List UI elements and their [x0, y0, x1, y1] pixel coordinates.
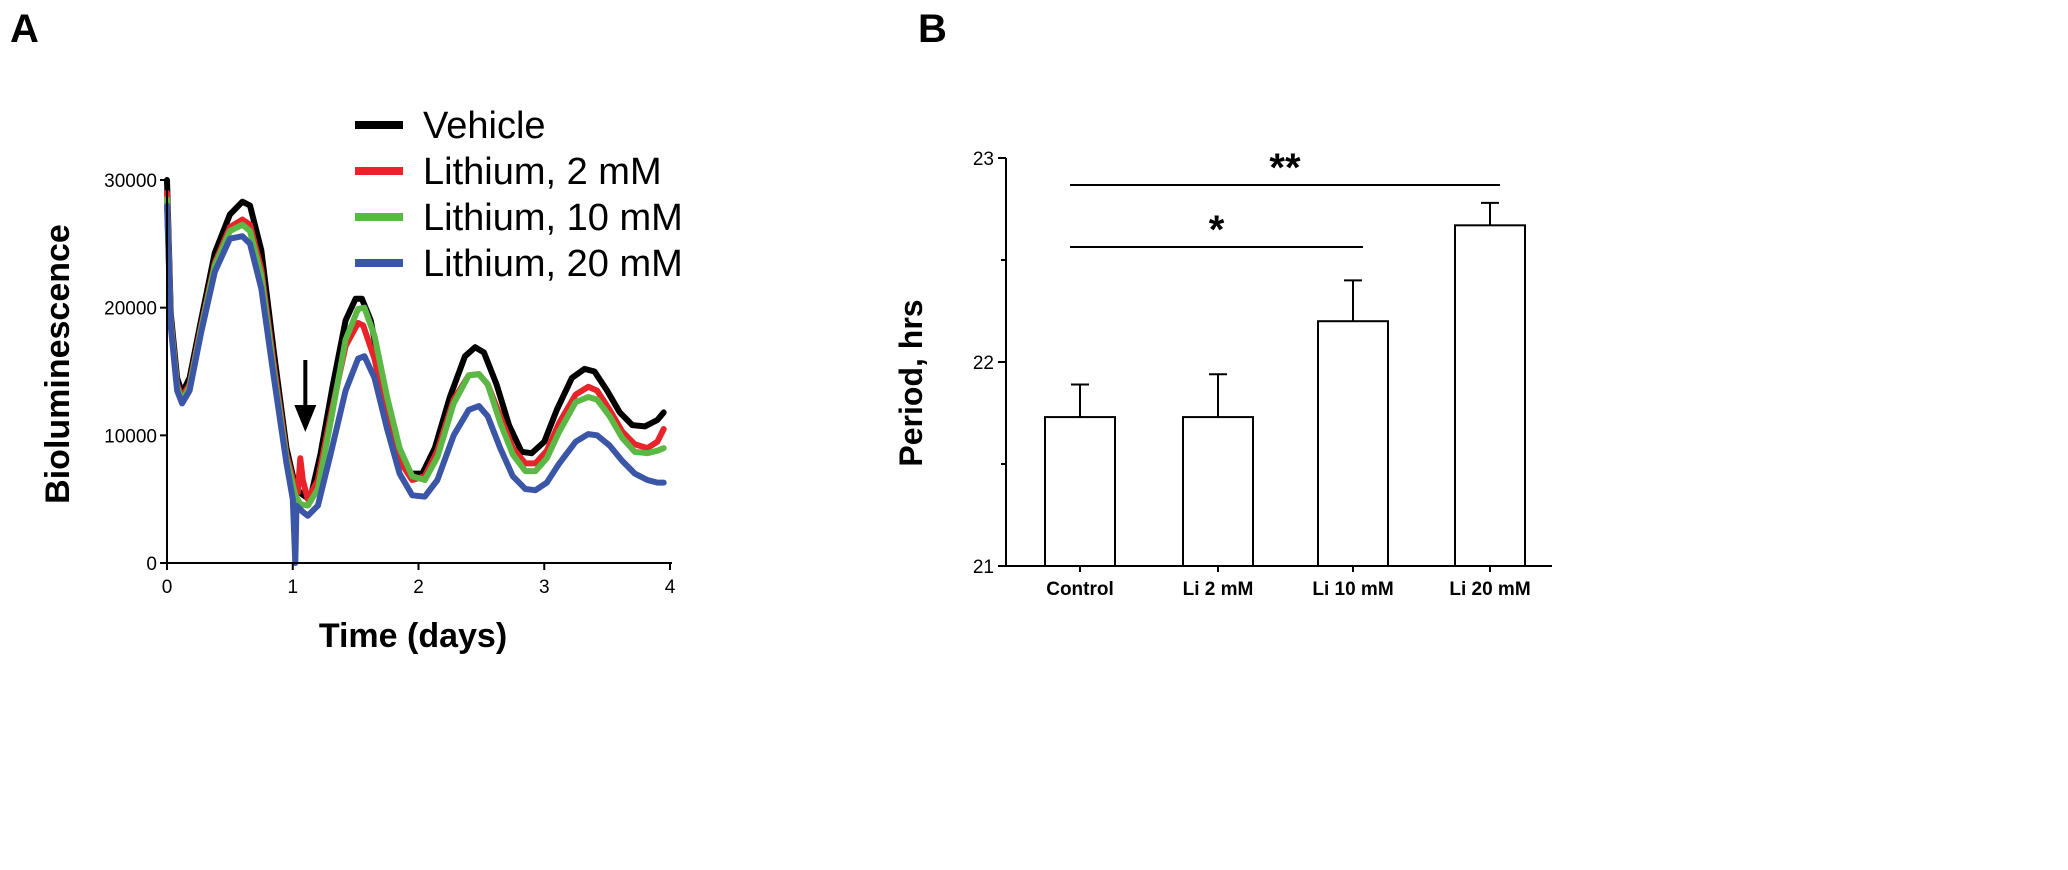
panel-b-significance: *** [1070, 146, 1500, 252]
legend-label-lithium-10-mm: Lithium, 10 mM [423, 197, 683, 239]
panel-a-y-axis-title: Bioluminescence [39, 224, 77, 504]
panel-b-bars: Control Li 2 mM Li 10 mM Li 20 mM [1044, 201, 1531, 600]
panel-a-ticks: 0 1 2 3 4 0 10000 20000 30000 [104, 171, 676, 598]
y-tick-label: 21 [973, 557, 994, 578]
y-tick-label: 0 [146, 554, 157, 575]
x-tick-label: 3 [539, 577, 550, 598]
legend-label-lithium-20-mm: Lithium, 20 mM [423, 243, 683, 285]
x-tick-label: 2 [413, 577, 424, 598]
y-tick-label: 22 [973, 353, 994, 374]
category-label-control: Control [1046, 579, 1114, 600]
panel-a-arrow-annotation [294, 360, 317, 432]
arrow-head [294, 405, 317, 432]
legend-label-lithium-2-mm: Lithium, 2 mM [423, 151, 662, 193]
bar-li-20-mm [1454, 224, 1526, 567]
panel-b-ticks: 21 22 23 [973, 149, 1491, 578]
panel-b-label: B [918, 7, 947, 51]
x-tick-label: 0 [162, 577, 173, 598]
bar-li-10-mm [1317, 320, 1389, 568]
y-tick-label: 10000 [104, 426, 157, 447]
series-line-lithium-10-mm [164, 196, 667, 509]
series-line-lithium-20-mm [164, 202, 667, 566]
panel-a-label: A [10, 7, 39, 51]
category-label-li-2-mm: Li 2 mM [1183, 579, 1254, 600]
panel-a-x-axis-title: Time (days) [319, 617, 507, 655]
category-label-li-10-mm: Li 10 mM [1312, 579, 1393, 600]
panel-b-y-axis-title: Period, hrs [893, 299, 929, 466]
x-tick-label: 1 [287, 577, 298, 598]
bar-li-2-mm [1182, 416, 1254, 567]
y-tick-label: 20000 [104, 299, 157, 320]
panel-a-series-lines [164, 177, 667, 566]
panel-b: B Control Li 2 mM Li 10 mM Li 20 mM 212223 … [893, 7, 1552, 600]
category-label-li-20-mm: Li 20 mM [1449, 579, 1530, 600]
legend-label-vehicle: Vehicle [423, 105, 546, 147]
x-tick-label: 4 [665, 577, 676, 598]
bar-control [1044, 416, 1116, 567]
significance-label: * [1209, 208, 1225, 252]
y-tick-label: 23 [973, 149, 994, 170]
series-line-lithium-2-mm [164, 189, 667, 503]
y-tick-label: 30000 [104, 171, 157, 192]
significance-label: ** [1269, 146, 1301, 190]
